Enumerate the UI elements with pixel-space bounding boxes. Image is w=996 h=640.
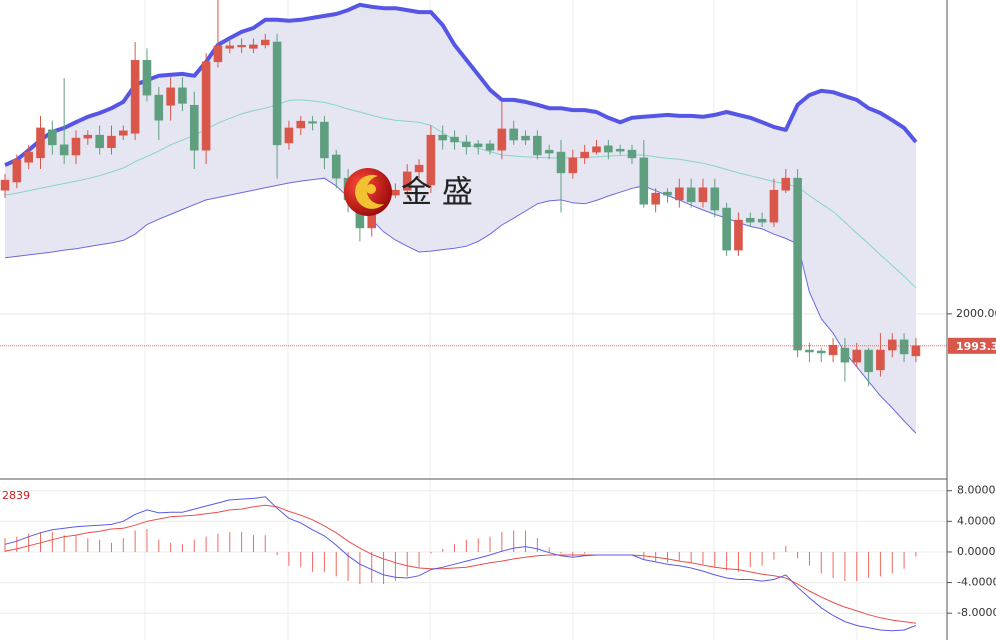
last-price-box: [948, 337, 996, 354]
candle-body: [627, 149, 637, 159]
candle-body: [698, 187, 708, 203]
candle-body: [59, 144, 69, 156]
candle-body: [769, 189, 779, 223]
candle-body: [509, 128, 518, 141]
candle-body: [663, 191, 672, 196]
candle-body: [840, 347, 850, 363]
y-tick-label: 2000.00: [956, 307, 996, 320]
candle-body: [805, 349, 814, 353]
candle-body: [592, 146, 601, 153]
candle-body: [83, 134, 93, 139]
band-fill: [5, 4, 916, 434]
candle-body: [639, 157, 649, 205]
candle-body: [544, 149, 554, 154]
candle-body: [272, 41, 282, 146]
candle-body: [225, 45, 235, 49]
candle-body: [166, 87, 175, 106]
candle-body: [154, 94, 164, 121]
candle-body: [95, 134, 104, 149]
candle-body: [781, 177, 791, 191]
band-middle: [4, 99, 917, 289]
candle-body: [485, 143, 495, 151]
candle-body: [556, 151, 566, 174]
candle-body: [71, 137, 81, 156]
candle-body: [876, 349, 885, 371]
candle-body: [651, 192, 660, 205]
candle-body: [734, 219, 743, 251]
candle-body: [450, 136, 459, 143]
candle-body: [852, 349, 862, 363]
candle-body: [36, 127, 45, 159]
last-price-label: 1993.38: [956, 340, 996, 353]
candle-body: [604, 145, 613, 153]
candle-body: [793, 177, 802, 351]
candle-body: [745, 217, 755, 223]
candle-body: [473, 143, 483, 148]
candle-body: [580, 151, 589, 159]
candle-body: [911, 345, 921, 357]
y-tick-label: 8.0000: [957, 484, 996, 497]
band-upper: [4, 2, 918, 167]
y-tick-label: -8.0000: [957, 606, 996, 619]
candle-body: [828, 344, 838, 356]
candle-body: [402, 171, 412, 191]
y-tick-label: -4.0000: [957, 576, 996, 589]
candle-body: [675, 187, 684, 201]
dea-line: [4, 504, 916, 624]
candle-body: [119, 130, 128, 136]
candle-body: [757, 218, 767, 223]
candle-body: [710, 187, 720, 211]
candle-body: [533, 135, 542, 156]
candle-body: [189, 104, 199, 151]
candle-body: [438, 134, 448, 141]
candle-body: [320, 121, 329, 159]
logo-crescent: [355, 174, 384, 209]
candle-body: [899, 339, 909, 355]
macd-label: 2839: [2, 489, 30, 502]
candle-body: [864, 349, 873, 373]
candle-body: [237, 45, 246, 48]
candle-body: [521, 135, 530, 141]
y-tick-label: 4.0000: [957, 514, 996, 527]
candle-body: [816, 350, 826, 354]
candle-body: [284, 127, 294, 144]
candle-body: [260, 39, 270, 46]
candle-body: [414, 164, 424, 173]
candle-body: [142, 60, 152, 96]
logo-dot: [366, 184, 376, 194]
candle-body: [391, 189, 400, 196]
candle-body: [686, 187, 696, 203]
watermark-text: 金 盛: [401, 175, 473, 211]
y-tick-label: 0.0000: [957, 545, 996, 558]
candle-body: [887, 339, 897, 351]
candle-body: [0, 179, 10, 191]
candle-body: [296, 120, 306, 129]
candle-body: [48, 129, 57, 146]
watermark: 金 盛: [344, 168, 473, 216]
candle-body: [308, 121, 317, 124]
dif-line: [4, 496, 917, 632]
candle-body: [426, 134, 436, 186]
candle-body: [130, 60, 140, 134]
band-lower: [4, 177, 917, 434]
candle-body: [497, 128, 507, 151]
candle-body: [568, 157, 578, 174]
candle-body: [462, 141, 471, 148]
candle-body: [201, 61, 211, 151]
candle-body: [178, 87, 187, 104]
candle-body: [615, 148, 625, 152]
candle-body: [722, 207, 731, 251]
candle-body: [12, 159, 22, 183]
candle-body: [249, 44, 258, 49]
candle-body: [331, 154, 341, 179]
candle-body: [24, 151, 33, 163]
candle-body: [107, 135, 116, 149]
candle-body: [213, 45, 223, 63]
